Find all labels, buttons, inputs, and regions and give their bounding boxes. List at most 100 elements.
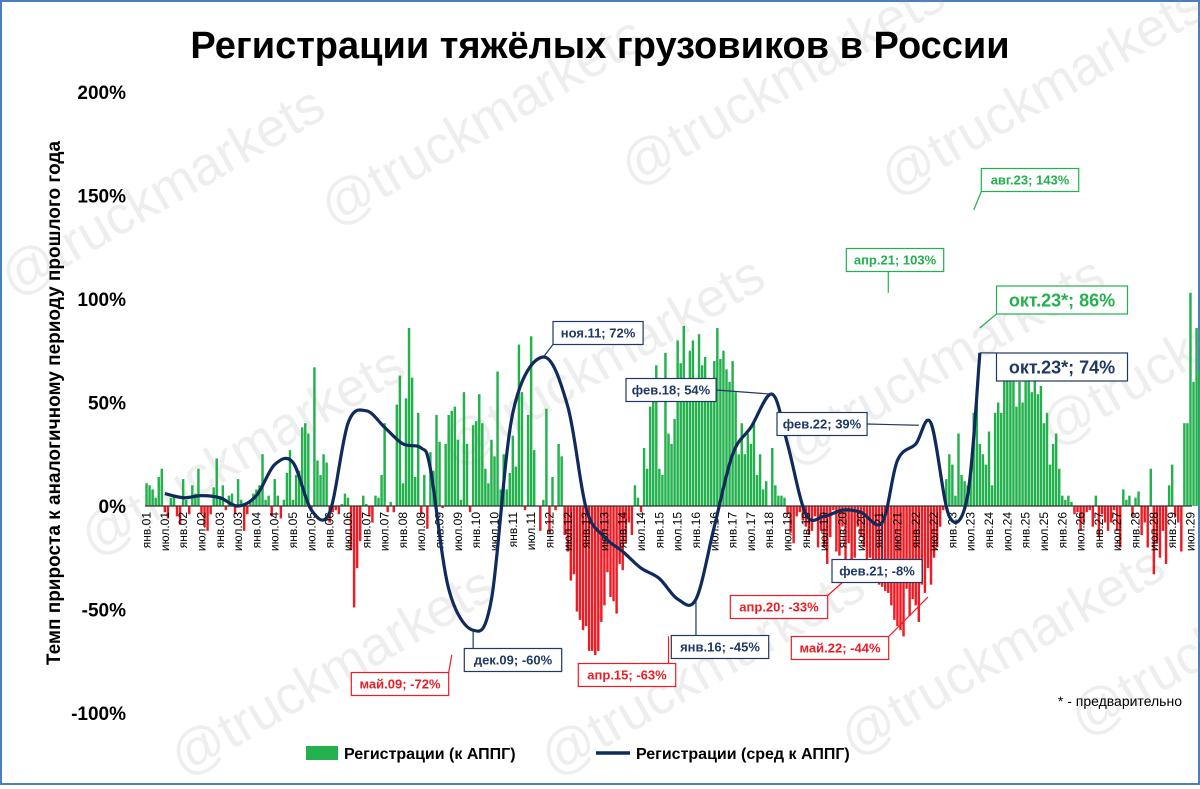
bar (313, 367, 315, 506)
bar (405, 398, 407, 506)
x-tick-label: июл.09 (451, 512, 465, 551)
callout-label: фев.18; 54% (632, 383, 711, 398)
bar (463, 392, 465, 506)
bar (942, 506, 944, 510)
bar (197, 469, 199, 506)
bar (1055, 434, 1057, 506)
bar (1021, 403, 1023, 507)
x-tick-label: июл.24 (1000, 512, 1014, 551)
x-tick-label: июл.15 (671, 512, 685, 551)
bar (1043, 423, 1045, 506)
bar (292, 500, 294, 506)
bar (161, 469, 163, 506)
bar (1189, 293, 1191, 506)
annotation-callout: окт.23*; 86% (980, 286, 1128, 328)
bar (1128, 496, 1130, 506)
x-tick-label: июл.06 (341, 512, 355, 551)
bar (530, 336, 532, 506)
bar (451, 411, 453, 506)
bar (393, 506, 395, 512)
bar (438, 442, 440, 506)
bar (676, 340, 678, 506)
bar (402, 483, 404, 506)
bar (695, 392, 697, 506)
bar (148, 485, 150, 506)
bar (689, 351, 691, 506)
bar (698, 334, 700, 506)
bar (1134, 498, 1136, 506)
annotation-callout: фев.22; 39% (777, 413, 919, 436)
callout-label: окт.23*; 74% (1009, 357, 1115, 377)
bar (960, 475, 962, 506)
x-tick-label: июл.25 (1037, 512, 1051, 551)
callout-label: апр.20; -33% (739, 600, 819, 615)
bar (1113, 506, 1115, 510)
bar (649, 407, 651, 506)
bar (362, 496, 364, 506)
x-tick-label: июл.23 (964, 512, 978, 551)
annotation-callout: ноя.11; 72% (543, 322, 643, 357)
x-tick-label: июл.27 (1110, 512, 1124, 551)
callout-leader (974, 192, 982, 210)
bar (542, 500, 544, 506)
bar (795, 506, 797, 516)
bar (707, 394, 709, 506)
y-tick-label: 150% (77, 187, 126, 208)
x-tick-label: янв.07 (359, 512, 373, 549)
bar (396, 405, 398, 506)
bar (673, 419, 675, 506)
bar (319, 475, 321, 506)
bar (576, 506, 578, 612)
x-tick-label: янв.16 (689, 512, 703, 549)
bar (982, 454, 984, 506)
x-tick-label: янв.01 (140, 512, 154, 549)
bar (1192, 382, 1194, 506)
callout-label: апр.15; -63% (587, 668, 667, 683)
bar (1058, 469, 1060, 506)
bar (777, 496, 779, 506)
bar (496, 371, 498, 506)
bar (869, 506, 871, 558)
bar (1183, 423, 1185, 506)
bar (1085, 506, 1087, 512)
bar (316, 460, 318, 506)
legend: Регистрации (к АППГ)Регистрации (сред к … (306, 746, 850, 763)
bar (1046, 413, 1048, 506)
bar (506, 489, 508, 506)
bar (286, 473, 288, 506)
bar (985, 465, 987, 506)
x-tick-label: июл.17 (744, 512, 758, 551)
x-tick-label: янв.03 (213, 512, 227, 549)
bar (612, 506, 614, 601)
callout-label: апр.21; 103% (854, 253, 937, 268)
chart-title: Регистрации тяжёлых грузовиков в России (190, 25, 1009, 67)
bar (335, 506, 337, 510)
x-tick-label: июл.11 (524, 512, 538, 551)
bar (524, 506, 526, 510)
bar (487, 483, 489, 506)
callout-label: май.09; -72% (359, 677, 440, 692)
bar (646, 469, 648, 506)
bar (759, 454, 761, 506)
bar (490, 440, 492, 506)
x-tick-label: июл.18 (781, 512, 795, 551)
bar (158, 477, 160, 506)
x-tick-label: июл.04 (268, 512, 282, 551)
bar (557, 444, 559, 506)
bar (683, 326, 685, 506)
bar (170, 498, 172, 506)
bar (545, 409, 547, 506)
x-tick-label: июл.26 (1074, 512, 1088, 551)
callout-leader (543, 345, 553, 357)
callout-label: окт.23*; 86% (1009, 290, 1115, 310)
bar (261, 454, 263, 506)
bar (664, 353, 666, 506)
y-tick-label: 200% (77, 83, 126, 104)
bar (731, 361, 733, 506)
callout-label: дек.09; -60% (474, 653, 553, 668)
bar (475, 421, 477, 506)
bar (1018, 382, 1020, 506)
bar (554, 506, 556, 510)
x-tick-label: июл.21 (890, 512, 904, 551)
bar (435, 415, 437, 506)
